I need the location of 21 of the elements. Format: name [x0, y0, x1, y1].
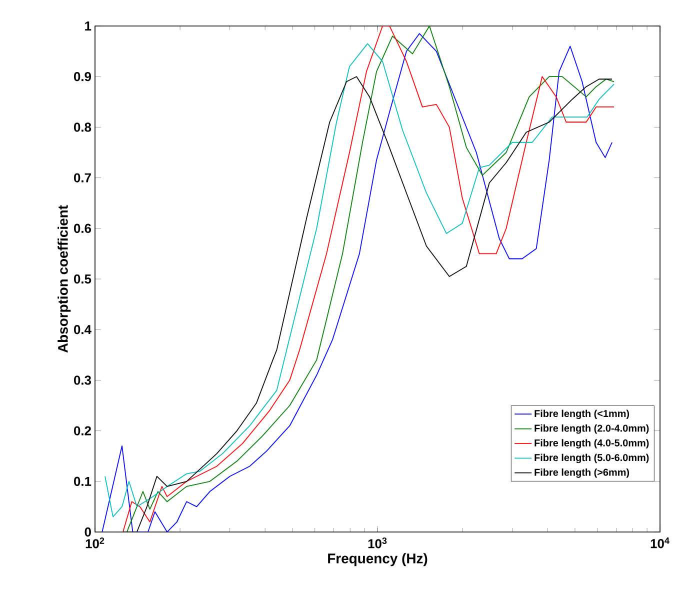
legend-label: Fibre length (>6mm): [534, 468, 630, 478]
legend-label: Fibre length (4.0-5.0mm): [534, 439, 649, 448]
y-tick-label: 0.6: [74, 224, 92, 233]
x-tick-label: 10$^{4}$: [650, 538, 670, 548]
x-tick-label: 10$^{3}$: [368, 538, 387, 548]
y-tick-label: 0.1: [74, 476, 92, 486]
x-axis-title: Frequency (Hz): [328, 553, 428, 566]
y-tick-label: 1: [85, 22, 92, 30]
legend-label: Fibre length (<1mm): [534, 410, 630, 420]
legend-label: Fibre length (5.0-6.0mm): [534, 454, 649, 464]
y-tick-label: 0.7: [74, 173, 91, 182]
x-tick-label: 10$^{2}$: [86, 538, 104, 548]
legend-label: Fibre length (2.0-4.0mm): [534, 424, 649, 434]
y-tick-label: 0: [84, 527, 91, 537]
y-tick-label: 0.4: [74, 325, 92, 334]
y-tick-label: 0.5: [74, 274, 92, 284]
y-tick-label: 0.2: [74, 426, 91, 436]
y-axis-title: Absorption coefficient: [58, 205, 71, 353]
y-tick-label: 0.8: [74, 122, 92, 132]
y-tick-label: 0.3: [74, 376, 92, 385]
y-tick-label: 0.9: [74, 72, 92, 82]
